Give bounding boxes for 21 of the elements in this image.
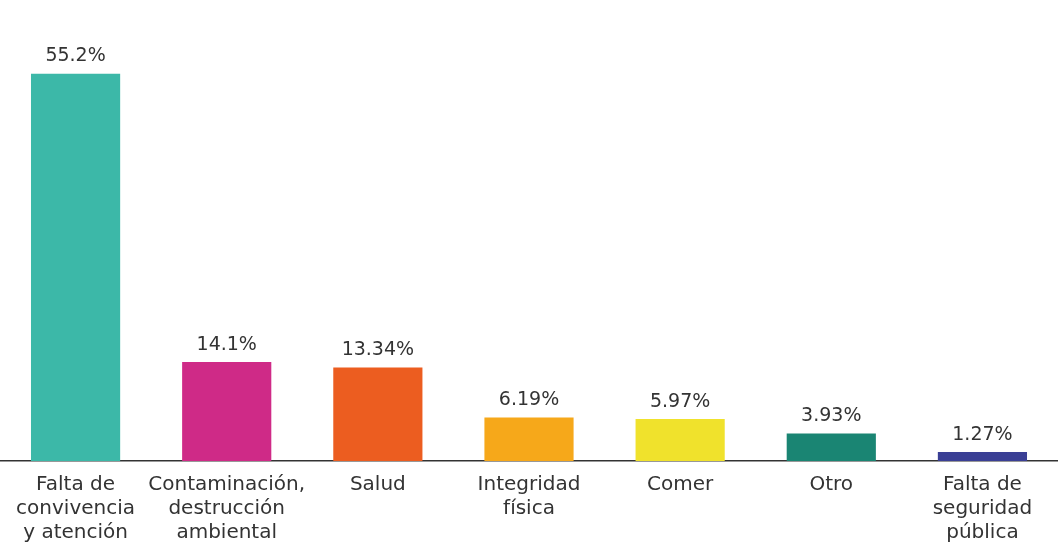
bar — [333, 367, 423, 461]
bar — [786, 433, 876, 461]
bar — [182, 362, 272, 461]
x-tick-label: Falta de convivencia y atención — [16, 471, 136, 544]
data-label: 1.27% — [952, 421, 1013, 444]
x-tick-label: Comer — [647, 471, 715, 496]
x-tick-label: Otro — [809, 471, 854, 496]
data-label: 3.93% — [801, 402, 862, 425]
data-label: 6.19% — [498, 387, 560, 409]
bar — [30, 73, 121, 461]
data-label: 14.1% — [196, 331, 257, 354]
bar — [937, 452, 1028, 461]
x-tick-label: Salud — [349, 471, 406, 496]
x-tick-label: Integridad física — [477, 471, 581, 520]
data-label: 55.2% — [45, 43, 106, 66]
data-label: 13.34% — [341, 336, 415, 359]
bar — [635, 419, 725, 461]
data-label: 5.97% — [649, 388, 711, 411]
x-tick-label: Falta de seguridad pública — [932, 471, 1033, 544]
x-tick-label: Contaminación, destrucción ambiental — [148, 471, 306, 544]
bar — [484, 417, 574, 461]
